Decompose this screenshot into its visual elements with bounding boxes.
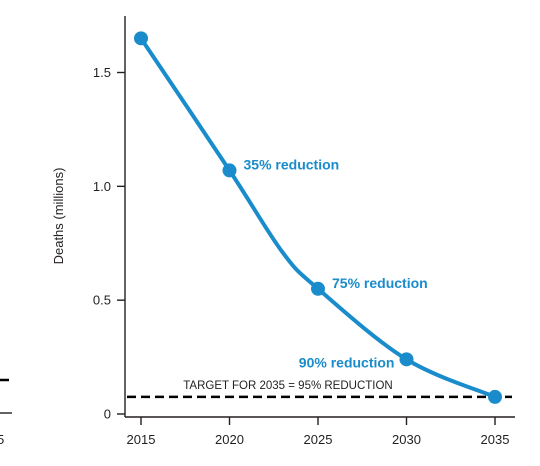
data-point: [399, 352, 414, 367]
annotation-label: 35% reduction: [244, 156, 340, 172]
x-tick-label: 2035: [481, 432, 510, 447]
data-point: [222, 163, 237, 178]
y-axis-label: Deaths (millions): [51, 168, 66, 265]
x-ticks: 2015 2020 2025 2030 2035: [127, 417, 510, 447]
neighbor-chart-fragment: 5: [0, 378, 14, 447]
y-tick-label: 1.5: [93, 65, 111, 80]
neighbor-x-tick-label: 5: [0, 432, 4, 447]
data-point: [134, 31, 148, 46]
data-point: [311, 281, 325, 296]
data-point: [488, 389, 502, 404]
y-tick-label: 0.5: [93, 293, 111, 308]
target-label: TARGET FOR 2035 = 95% REDUCTION: [183, 380, 393, 392]
x-tick-label: 2025: [304, 432, 333, 447]
series-line: [139, 36, 497, 399]
x-tick-label: 2015: [127, 432, 156, 447]
annotations: 35% reduction 75% reduction 90% reduction: [244, 156, 428, 370]
series-points: [134, 31, 502, 404]
y-ticks: 0 0.5 1.0 1.5: [93, 65, 125, 422]
target-group: TARGET FOR 2035 = 95% REDUCTION: [127, 380, 512, 399]
annotation-label: 75% reduction: [332, 275, 428, 291]
y-tick-label: 1.0: [93, 179, 111, 194]
annotation-label: 90% reduction: [299, 354, 395, 370]
x-tick-label: 2030: [392, 432, 421, 447]
x-tick-label: 2020: [215, 432, 244, 447]
y-tick-label: 0: [104, 407, 111, 422]
